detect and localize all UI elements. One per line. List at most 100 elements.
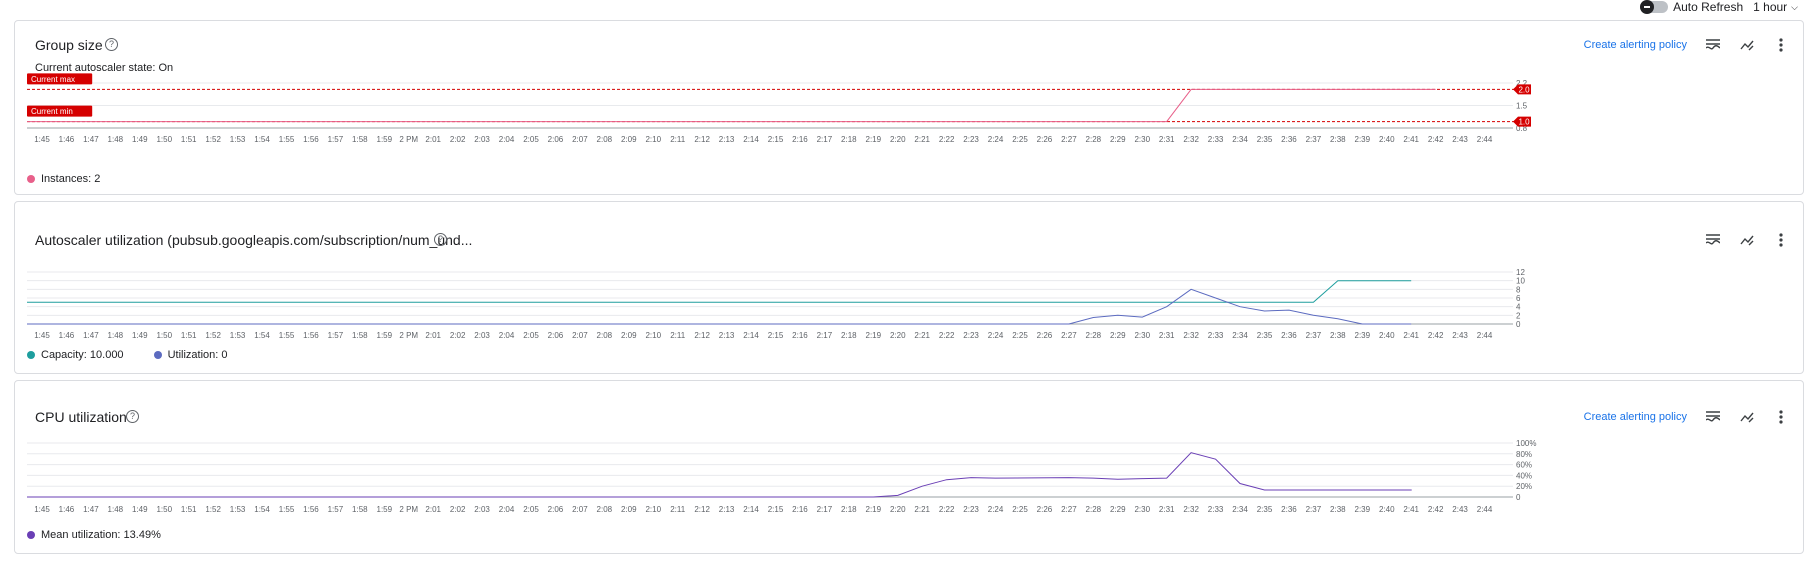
x-tick-label: 2:41 [1403,505,1419,514]
legend-toggle-icon[interactable] [1705,37,1721,53]
legend-toggle-icon[interactable] [1705,409,1721,425]
x-tick-label: 2:10 [645,505,661,514]
x-tick-label: 2:20 [890,505,906,514]
x-tick-label: 2:04 [499,505,515,514]
threshold-label-bg [27,105,93,117]
help-icon[interactable]: ? [105,38,118,51]
legend-dot-icon [27,175,35,183]
x-tick-label: 1:51 [181,505,197,514]
more-options-icon[interactable] [1773,37,1789,53]
create-alerting-policy-link[interactable]: Create alerting policy [1583,39,1687,51]
legend-dot-icon [27,351,35,359]
legend-label: Utilization: 0 [167,349,228,361]
cpu-utilization-chart: 100% 80% 60%40% 20% 0 1:45 1:46 1:47 1:48 1:49 1:5… [27,439,1536,514]
x-tick-label: 2:29 [1110,331,1126,340]
legend-item[interactable]: Instances: 2 [27,173,100,185]
help-icon[interactable]: ? [126,410,139,423]
y-tick-label: 4 [1516,303,1521,312]
threshold-value-marker [1513,84,1531,95]
more-options-icon[interactable] [1773,232,1789,248]
x-tick-label: 2:07 [572,135,588,144]
x-tick-label: 2:40 [1379,505,1395,514]
x-tick-label: 1:56 [303,505,319,514]
y-tick-label: 10 [1516,277,1525,286]
legend-item[interactable]: Mean utilization: 13.49% [27,529,161,541]
threshold-label: Current min [31,107,73,116]
group-size-chart: 2.2 1.5 0.8 1:45 1:46 1:47 1:48 1:49 1:50 1:51 1:5… [27,73,1531,144]
x-tick-label: 2:24 [988,331,1004,340]
x-tick-label: 1:47 [83,505,99,514]
x-tick-label: 2:31 [1159,135,1175,144]
x-tick-label: 2:30 [1134,135,1150,144]
y-tick-label: 20% [1516,482,1532,491]
x-tick-label: 2:04 [499,331,515,340]
x-tick-label: 1:53 [230,331,246,340]
x-tick-label: 2:43 [1452,135,1468,144]
x-tick-label: 2:17 [817,331,833,340]
legend-item[interactable]: Utilization: 0 [153,349,228,361]
x-tick-label: 2:18 [841,331,857,340]
x-tick-label: 1:45 [34,135,50,144]
x-tick-label: 2:05 [523,135,539,144]
threshold-label-bg [27,73,93,85]
threshold-value-label: 1.0 [1518,118,1530,127]
x-tick-label: 2:44 [1477,135,1493,144]
x-tick-label: 2:38 [1330,331,1346,340]
x-tick-label: 1:52 [205,505,221,514]
toggle-switch-icon[interactable] [1640,0,1669,14]
x-tick-label: 2:19 [866,331,882,340]
x-tick-label: 2:25 [1012,331,1028,340]
x-tick-label: 2:43 [1452,505,1468,514]
x-tick-label: 1:53 [230,505,246,514]
x-tick-label: 2:10 [645,135,661,144]
more-options-icon[interactable] [1773,409,1789,425]
x-tick-label: 2:33 [1208,505,1224,514]
x-tick-label: 1:56 [303,331,319,340]
x-tick-label: 2:05 [523,331,539,340]
x-tick-label: 2:21 [914,135,930,144]
explore-chart-icon[interactable] [1739,232,1755,248]
x-tick-label: 2:18 [841,135,857,144]
threshold-label: Current max [31,75,75,84]
series-line [27,452,1412,498]
x-tick-label: 2:35 [1257,135,1273,144]
x-tick-label: 1:54 [254,505,270,514]
x-tick-label: 2:34 [1232,135,1248,144]
x-tick-label: 2 PM [399,331,418,340]
x-tick-label: 2:09 [621,135,637,144]
x-tick-label: 2:15 [768,135,784,144]
x-tick-label: 2:30 [1134,331,1150,340]
explore-chart-icon[interactable] [1739,37,1755,53]
x-tick-label: 1:58 [352,331,368,340]
time-range-value: 1 hour [1753,0,1788,14]
group-size-card: Group size ? Create alerting policy Curr… [14,20,1804,195]
legend-toggle-icon[interactable] [1705,232,1721,248]
x-tick-label: 2:30 [1134,505,1150,514]
x-tick-label: 1:51 [181,135,197,144]
x-tick-label: 2:02 [450,331,466,340]
x-tick-label: 2:02 [450,135,466,144]
x-tick-label: 2:16 [792,505,808,514]
x-tick-label: 1:57 [328,135,344,144]
chart-legend: Instances: 2 [27,173,100,185]
x-tick-label: 2:07 [572,505,588,514]
x-tick-label: 2:21 [914,331,930,340]
auto-refresh-toggle[interactable]: Auto Refresh [1640,0,1743,14]
x-tick-label: 2:15 [768,331,784,340]
create-alerting-policy-link[interactable]: Create alerting policy [1583,411,1687,423]
help-icon[interactable]: ? [434,233,447,246]
legend-item[interactable]: Capacity: 10.000 [27,349,124,361]
x-tick-label: 2:17 [817,505,833,514]
x-tick-label: 2:02 [450,505,466,514]
time-range-select[interactable]: 1 hour ⌵ [1753,0,1798,14]
x-tick-label: 2:37 [1306,505,1322,514]
x-tick-label: 2:34 [1232,331,1248,340]
x-tick-label: 2:09 [621,505,637,514]
x-tick-label: 2:11 [670,505,686,514]
y-tick-label: 1.5 [1516,102,1528,111]
x-tick-label: 2:32 [1183,135,1199,144]
x-tick-label: 1:58 [352,505,368,514]
explore-chart-icon[interactable] [1739,409,1755,425]
series-line [27,88,1436,123]
x-tick-label: 1:49 [132,135,148,144]
